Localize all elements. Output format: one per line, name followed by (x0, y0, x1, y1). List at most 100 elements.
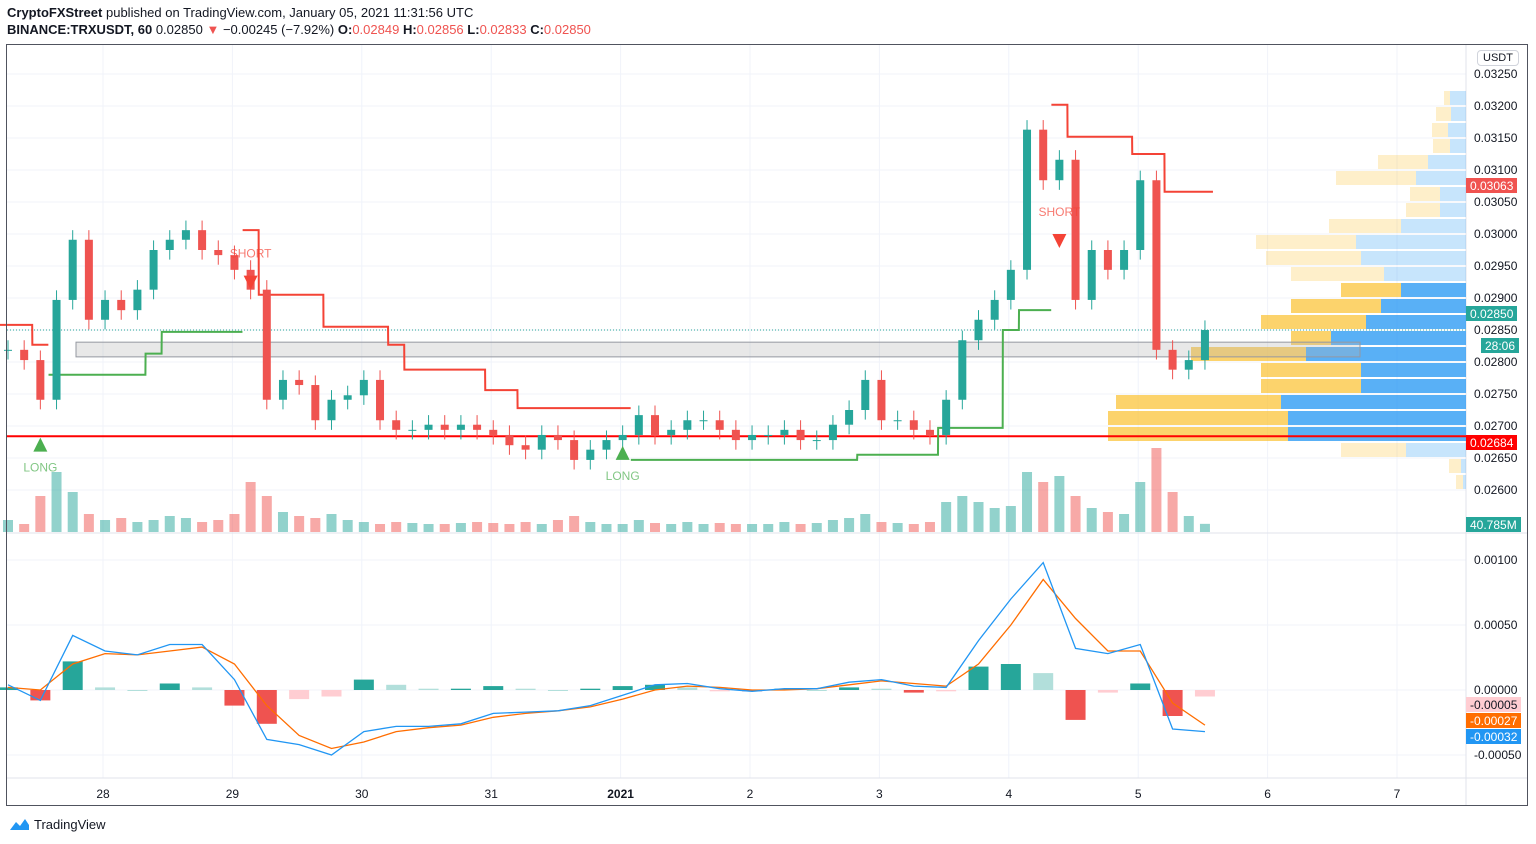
volume-bar (100, 520, 111, 532)
volume-bar (924, 522, 935, 532)
volume-bar (1038, 482, 1049, 532)
time-tick-label: 4 (1005, 787, 1012, 801)
candle-body (828, 424, 837, 441)
volume-bar (375, 524, 386, 532)
signal-label: LONG (23, 461, 57, 475)
volume-bar (342, 520, 353, 532)
volume-bar (844, 518, 855, 532)
volume-bar (1135, 482, 1146, 532)
candle-body (634, 415, 643, 435)
volume-bar (520, 522, 531, 532)
macd-histogram-bar (353, 679, 374, 690)
macd-histogram-bar (0, 687, 18, 690)
macd-histogram-bar (192, 687, 213, 690)
macd-histogram-bar (1065, 690, 1086, 720)
volume-profile-up-bar (1461, 459, 1466, 473)
candle-body (4, 349, 12, 351)
candle-body (1200, 330, 1209, 361)
volume-bar (132, 522, 143, 532)
macd-histogram-bar (839, 687, 860, 690)
macd-histogram-bar (871, 688, 892, 690)
last-price-badge: 0.02850 (1466, 306, 1518, 321)
volume-profile-down-bar (1410, 187, 1440, 201)
volume-bar (747, 524, 758, 532)
volume-profile-up-bar (1306, 347, 1466, 361)
volume-bar (827, 520, 838, 532)
histogram-badge: -0.00005 (1466, 697, 1522, 712)
candle-body (553, 434, 562, 441)
candle-body (651, 415, 659, 435)
macd-tick-label: 0.00000 (1474, 683, 1518, 697)
volume-bar (795, 524, 806, 532)
candle-body (861, 379, 870, 410)
signal-label: SHORT (1038, 205, 1080, 219)
volume-profile-up-bar (1331, 331, 1466, 345)
candle-body (149, 250, 158, 290)
volume-profile-down-bar (1433, 139, 1450, 153)
volume-profile-down-bar (1116, 395, 1281, 409)
symbol-legend: BINANCE:TRXUSDT, 60 0.02850 ▼ −0.00245 (… (7, 22, 591, 37)
candle-body (84, 239, 93, 320)
candle-body (20, 349, 29, 361)
volume-bar (892, 523, 903, 532)
supertrend-price-badge: 0.03063 (1466, 178, 1518, 193)
macd-histogram-bar (968, 666, 989, 690)
volume-bar (3, 520, 13, 532)
candle-body (36, 360, 45, 400)
volume-bar (730, 524, 741, 532)
publish-info: CryptoFXStreet published on TradingView.… (7, 5, 473, 20)
volume-bar (472, 522, 483, 532)
volume-profile-up-bar (1440, 187, 1466, 201)
candle-body (990, 299, 999, 320)
high-value: 0.02856 (416, 22, 464, 37)
volume-bar (213, 520, 224, 532)
volume-profile-down-bar (1444, 91, 1450, 105)
volume-bar (617, 524, 628, 532)
time-tick-label: 2021 (607, 787, 634, 801)
time-tick-label: 5 (1135, 787, 1142, 801)
volume-profile-down-bar (1456, 475, 1463, 489)
macd-tick-label: 0.00100 (1474, 553, 1518, 567)
volume-profile-up-bar (1406, 443, 1466, 457)
price-tick-label: 0.02700 (1474, 419, 1518, 433)
tradingview-logo[interactable]: TradingView (8, 816, 106, 832)
symbol-name[interactable]: BINANCE:TRXUSDT, 60 (7, 22, 153, 37)
short-signal-arrow-icon (243, 275, 258, 290)
candle-body (909, 420, 918, 430)
candle-body (440, 424, 449, 430)
volume-bar (1167, 492, 1178, 532)
macd-histogram-bar (580, 688, 601, 690)
volume-profile-down-bar (1108, 427, 1288, 441)
volume-bar (1070, 496, 1081, 532)
candle-body (1071, 159, 1080, 300)
volume-bar (536, 524, 547, 532)
time-tick-label: 28 (96, 787, 110, 801)
volume-profile-up-bar (1401, 283, 1466, 297)
candle-body (165, 239, 174, 250)
chart-frame (6, 44, 1528, 806)
candle-body (796, 429, 805, 441)
candle-body (214, 250, 223, 256)
candle-body (1055, 159, 1064, 181)
candle-body (295, 379, 304, 386)
author[interactable]: CryptoFXStreet (7, 5, 103, 20)
volume-profile-down-bar (1329, 219, 1401, 233)
price-tick-label: 0.02850 (1474, 323, 1518, 337)
candle-body (473, 424, 482, 430)
volume-bar (164, 516, 175, 532)
candle-body (392, 420, 401, 430)
volume-profile-down-bar (1432, 123, 1448, 137)
volume-bar (989, 508, 1000, 532)
candle-body (974, 319, 983, 341)
candle-body (683, 420, 692, 430)
currency-button[interactable]: USDT (1477, 50, 1519, 66)
volume-bar (51, 472, 62, 532)
candle-body (780, 429, 789, 435)
macd-histogram-bar (1130, 683, 1151, 690)
volume-bar (714, 523, 725, 532)
volume-bar (423, 524, 434, 532)
volume-bar (633, 520, 644, 532)
volume-profile-up-bar (1448, 123, 1466, 137)
high-label: H: (402, 22, 417, 37)
